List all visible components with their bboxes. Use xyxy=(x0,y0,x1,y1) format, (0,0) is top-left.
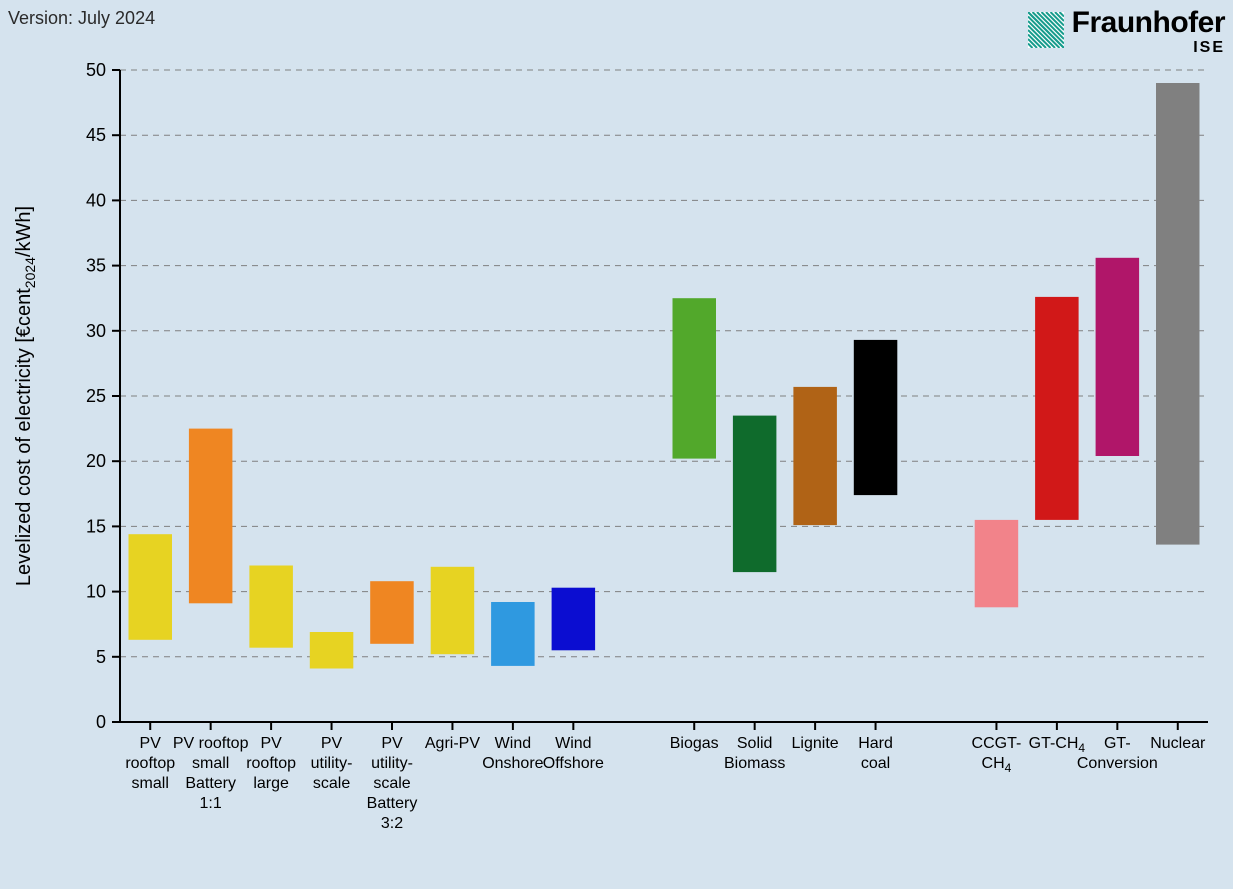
bar-wind-onshore xyxy=(491,602,534,666)
y-tick-label: 0 xyxy=(96,712,106,732)
bar-lignite xyxy=(793,387,837,525)
x-label: rooftop xyxy=(125,755,175,772)
x-label: PV xyxy=(260,735,282,752)
x-label: coal xyxy=(861,755,890,772)
x-label: Wind xyxy=(495,735,531,752)
x-label: utility- xyxy=(371,755,413,772)
lcoe-chart: 0 5 10 15 20 25 30 35 40 45 50 PV rooftop small PV roo… xyxy=(0,0,1233,889)
x-label: Lignite xyxy=(792,735,839,752)
x-label: GT-CH4 xyxy=(1029,735,1086,755)
bar-pvrooftop-small-battery-11 xyxy=(189,429,233,604)
x-label: Offshore xyxy=(543,755,604,772)
x-label: CCGT- xyxy=(972,735,1022,752)
bar-biogas xyxy=(673,298,717,458)
x-label: large xyxy=(253,775,289,792)
x-label: PV rooftop xyxy=(173,735,249,752)
bar-gt--conversion xyxy=(1096,258,1140,456)
bar-hard-coal xyxy=(854,340,898,495)
bar-pv-rooftop-large xyxy=(249,566,293,648)
x-label: Agri-PV xyxy=(425,735,480,752)
x-label: Wind xyxy=(555,735,591,752)
bar-nuclear xyxy=(1156,83,1200,545)
x-label: Biogas xyxy=(670,735,719,752)
y-axis-title: Levelized cost of electricity [€cent2024… xyxy=(13,206,38,586)
y-tick-label: 45 xyxy=(86,125,106,145)
bar-solid-biomass xyxy=(733,416,777,572)
bar-pv-rooftop-small xyxy=(129,534,173,640)
y-tick-label: 10 xyxy=(86,582,106,602)
x-label: GT- xyxy=(1104,735,1131,752)
chart-container: Version: July 2024 Fraunhofer ISE 051015… xyxy=(0,0,1233,889)
x-label: Nuclear xyxy=(1150,735,1206,752)
bar-pv-utility--scale xyxy=(310,632,354,669)
x-label: PV xyxy=(140,735,162,752)
x-label: CH4 xyxy=(982,755,1012,775)
x-label: small xyxy=(192,755,229,772)
x-label: small xyxy=(132,775,169,792)
x-label: rooftop xyxy=(246,755,296,772)
x-label: 1:1 xyxy=(200,795,222,812)
x-label: scale xyxy=(313,775,350,792)
y-tick-label: 25 xyxy=(86,386,106,406)
y-tick-label: 5 xyxy=(96,647,106,667)
y-tick-label: 30 xyxy=(86,321,106,341)
x-label: Biomass xyxy=(724,755,785,772)
x-label: Onshore xyxy=(482,755,543,772)
x-label: scale xyxy=(373,775,410,792)
bar-wind-offshore xyxy=(552,588,596,651)
x-label: Hard xyxy=(858,735,893,752)
y-tick-label: 40 xyxy=(86,190,106,210)
bar-ccgt--ch-4 xyxy=(975,520,1019,607)
x-label: Battery xyxy=(367,795,418,812)
bar-agri-pv xyxy=(431,567,475,654)
y-tick-label: 35 xyxy=(86,256,106,276)
x-label: utility- xyxy=(311,755,353,772)
x-label: PV xyxy=(381,735,403,752)
y-tick-label: 50 xyxy=(86,60,106,80)
x-label: Solid xyxy=(737,735,773,752)
x-label: Conversion xyxy=(1077,755,1158,772)
y-tick-label: 20 xyxy=(86,451,106,471)
x-label: Battery xyxy=(185,775,236,792)
bar-pv-utility--scale-battery-32 xyxy=(370,581,414,644)
x-label: 3:2 xyxy=(381,815,403,832)
x-label: PV xyxy=(321,735,343,752)
bar-gt-ch-4 xyxy=(1035,297,1079,520)
y-tick-label: 15 xyxy=(86,516,106,536)
